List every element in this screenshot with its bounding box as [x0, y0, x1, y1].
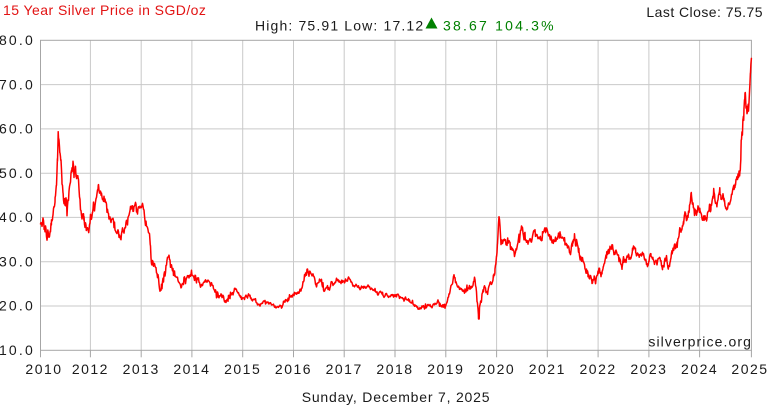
svg-text:2018: 2018 [376, 361, 413, 377]
svg-text:2024: 2024 [681, 361, 718, 377]
svg-text:10.0: 10.0 [0, 342, 35, 358]
svg-text:70.0: 70.0 [0, 76, 35, 92]
svg-text:38.67 104.3%: 38.67 104.3% [443, 18, 556, 34]
svg-text:Last Close: 75.75: Last Close: 75.75 [646, 4, 763, 20]
svg-text:40.0: 40.0 [0, 209, 35, 225]
svg-text:2023: 2023 [630, 361, 667, 377]
svg-text:2015: 2015 [224, 361, 261, 377]
svg-text:silverprice.org: silverprice.org [648, 334, 752, 350]
svg-text:High: 75.91 Low: 17.12: High: 75.91 Low: 17.12 [255, 18, 424, 34]
svg-text:2025: 2025 [731, 361, 768, 377]
svg-text:20.0: 20.0 [0, 298, 35, 314]
svg-text:60.0: 60.0 [0, 121, 35, 137]
svg-text:2012: 2012 [72, 361, 109, 377]
svg-text:2016: 2016 [275, 361, 312, 377]
svg-text:2019: 2019 [427, 361, 464, 377]
svg-text:2013: 2013 [123, 361, 160, 377]
svg-text:2022: 2022 [580, 361, 617, 377]
svg-text:2021: 2021 [529, 361, 566, 377]
svg-text:2017: 2017 [326, 361, 363, 377]
svg-text:2020: 2020 [478, 361, 515, 377]
svg-text:30.0: 30.0 [0, 253, 35, 269]
svg-text:2010: 2010 [25, 361, 62, 377]
svg-text:15 Year Silver Price in SGD/oz: 15 Year Silver Price in SGD/oz [3, 2, 206, 18]
svg-text:80.0: 80.0 [0, 32, 35, 48]
svg-text:50.0: 50.0 [0, 165, 35, 181]
svg-text:Sunday, December 7, 2025: Sunday, December 7, 2025 [302, 389, 491, 405]
svg-text:2014: 2014 [173, 361, 210, 377]
